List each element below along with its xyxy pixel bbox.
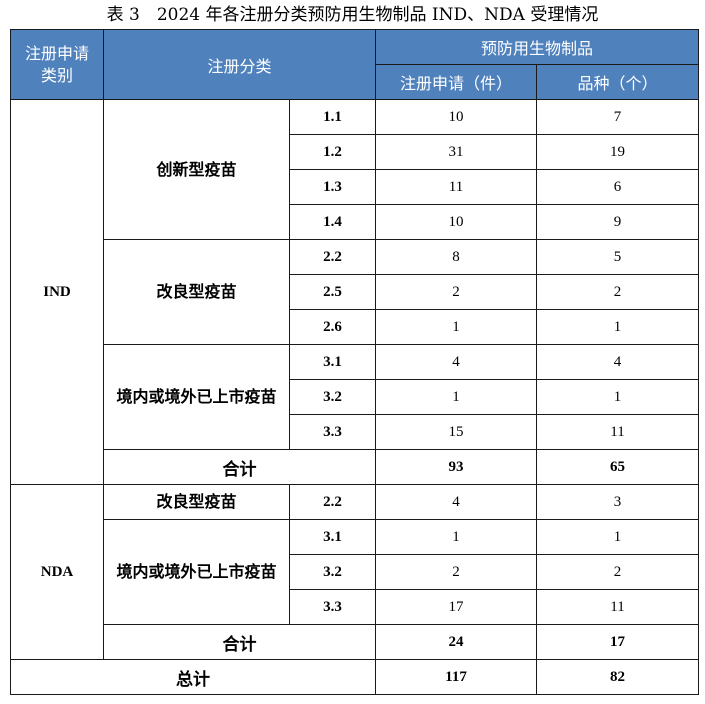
grand-total-varieties: 82: [536, 659, 700, 695]
varieties-cell: 4: [536, 344, 700, 380]
table-row: 1.2 31 19: [11, 134, 700, 170]
varieties-cell: 2: [536, 554, 700, 590]
applications-cell: 4: [375, 344, 538, 380]
table-row: IND 创新型疫苗 1.1 10 7: [10, 99, 700, 485]
nda-subtotal-varieties: 17: [536, 624, 700, 660]
varieties-cell: 1: [536, 519, 700, 555]
ind-category-marketed: 境内或境外已上市疫苗: [103, 344, 290, 450]
nda-category-improved: 改良型疫苗: [103, 484, 290, 520]
ind-nda-acceptance-table: 注册申请类别 注册分类 预防用生物制品 注册申请（件） 品种（个） IND 创新…: [9, 29, 700, 695]
class-code: 1.2: [288, 134, 377, 170]
varieties-cell: 1: [536, 379, 700, 415]
table-row: 1.3 11 6: [11, 169, 700, 205]
ind-subtotal-applications: 93: [375, 449, 538, 485]
class-code: 1.1: [288, 99, 377, 135]
varieties-cell: 2: [536, 274, 700, 310]
header-varieties-count: 品种（个）: [536, 64, 700, 100]
applications-cell: 1: [375, 519, 538, 555]
class-code: 3.3: [288, 589, 377, 625]
class-code: 2.6: [288, 309, 377, 345]
varieties-cell: 7: [536, 99, 700, 135]
applications-cell: 2: [375, 554, 538, 590]
applications-cell: 17: [375, 589, 538, 625]
class-code: 3.1: [288, 344, 377, 380]
ind-category-improved: 改良型疫苗: [103, 239, 290, 345]
nda-category-marketed: 境内或境外已上市疫苗: [103, 519, 290, 625]
table-row: 3.2 1 1: [11, 379, 700, 415]
class-code: 2.5: [288, 274, 377, 310]
applications-cell: 10: [375, 99, 538, 135]
header-applications-count: 注册申请（件）: [375, 64, 538, 100]
class-code: 3.1: [288, 519, 377, 555]
table-row: 3.3 15 11: [11, 414, 700, 450]
table-row: 合计 93 65: [11, 449, 700, 485]
nda-subtotal-label: 合计: [102, 624, 377, 660]
ind-category-innovative: 创新型疫苗: [103, 99, 290, 240]
ind-subtotal-label: 合计: [102, 449, 377, 485]
applications-cell: 10: [375, 204, 538, 240]
varieties-cell: 11: [536, 414, 700, 450]
table-row: 合计 24 17: [11, 624, 700, 660]
applications-cell: 1: [375, 309, 538, 345]
table-caption: 表 3 2024 年各注册分类预防用生物制品 IND、NDA 受理情况: [106, 5, 599, 25]
header-application-category: 注册申请类别: [10, 29, 104, 100]
class-code: 1.3: [288, 169, 377, 205]
varieties-cell: 3: [536, 484, 700, 520]
varieties-cell: 9: [536, 204, 700, 240]
class-code: 1.4: [288, 204, 377, 240]
table-row: 2.6 1 1: [11, 309, 700, 345]
varieties-cell: 11: [536, 589, 700, 625]
applications-cell: 31: [375, 134, 538, 170]
class-code: 2.2: [288, 484, 377, 520]
grand-total-applications: 117: [375, 659, 538, 695]
table-row: 境内或境外已上市疫苗 3.1 4 4: [11, 344, 700, 450]
varieties-cell: 1: [536, 309, 700, 345]
header-group-biologics: 预防用生物制品: [375, 29, 700, 65]
table-row: 总计 117 82: [9, 659, 700, 695]
varieties-cell: 6: [536, 169, 700, 205]
table-row: NDA 改良型疫苗 2.2 4 3: [10, 484, 700, 660]
table-row: 改良型疫苗 2.2 8 5: [11, 239, 700, 345]
table-row: 3.2 2 2: [11, 554, 700, 590]
class-code: 2.2: [288, 239, 377, 275]
nda-label: NDA: [10, 484, 104, 660]
applications-cell: 4: [375, 484, 538, 520]
applications-cell: 1: [375, 379, 538, 415]
applications-cell: 8: [375, 239, 538, 275]
table-row: 2.5 2 2: [11, 274, 700, 310]
class-code: 3.3: [288, 414, 377, 450]
class-code: 3.2: [288, 554, 377, 590]
ind-subtotal-varieties: 65: [536, 449, 700, 485]
varieties-cell: 19: [536, 134, 700, 170]
nda-subtotal-applications: 24: [375, 624, 538, 660]
grand-total-label: 总计: [9, 659, 377, 695]
applications-cell: 11: [375, 169, 538, 205]
applications-cell: 15: [375, 414, 538, 450]
table-row: 境内或境外已上市疫苗 3.1 1 1: [11, 519, 700, 625]
table-row: 1.4 10 9: [11, 204, 700, 240]
header-registration-class: 注册分类: [102, 29, 377, 100]
ind-label: IND: [10, 99, 104, 485]
applications-cell: 2: [375, 274, 538, 310]
class-code: 3.2: [288, 379, 377, 415]
varieties-cell: 5: [536, 239, 700, 275]
